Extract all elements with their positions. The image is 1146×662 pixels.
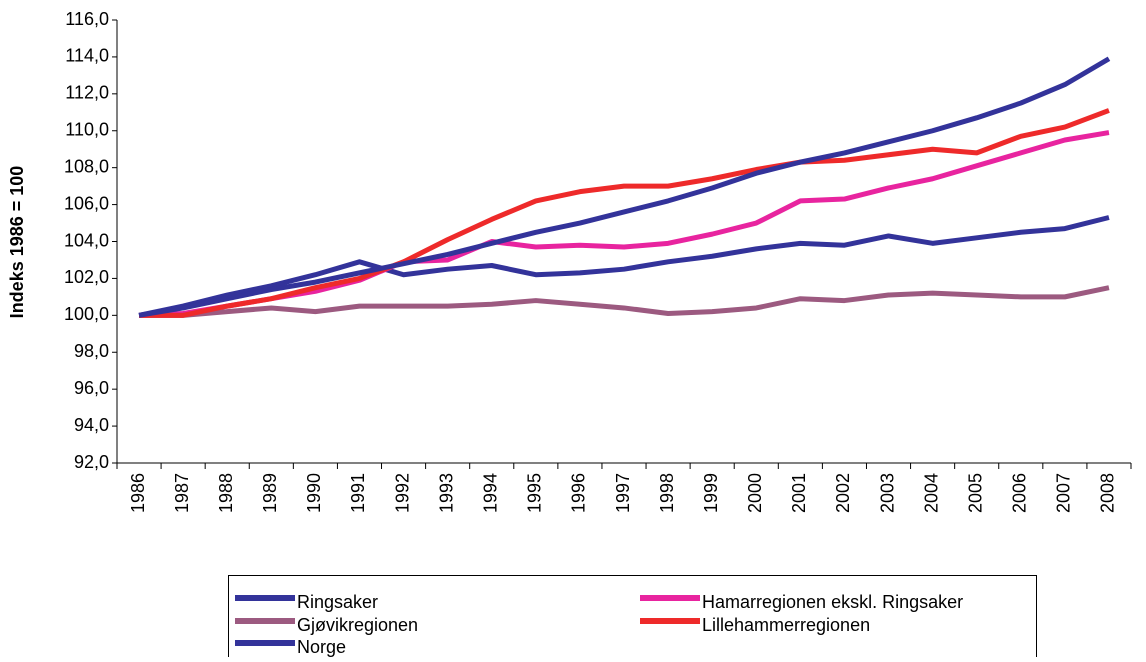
x-tick-label: 2003 [877,473,897,513]
x-tick-label: 1995 [525,473,545,513]
y-tick-label: 98,0 [74,341,109,361]
y-tick-label: 104,0 [64,230,109,250]
legend-label: Hamarregionen ekskl. Ringsaker [702,592,963,612]
x-tick-label: 1986 [128,473,148,513]
x-tick-label: 1996 [569,473,589,513]
y-axis-label: Indeks 1986 = 100 [7,166,27,319]
y-tick-label: 114,0 [65,46,109,66]
y-tick-label: 92,0 [74,452,109,472]
y-tick-label: 108,0 [64,156,109,176]
y-tick-label: 110,0 [65,120,109,140]
x-tick-label: 1992 [392,473,412,513]
y-tick-label: 94,0 [74,415,109,435]
x-tick-label: 2007 [1054,473,1074,513]
x-tick-label: 2004 [921,473,941,513]
x-tick-label: 2008 [1098,473,1118,513]
series-line [138,56,1111,318]
x-tick-label: 2002 [833,473,853,513]
x-tick-label: 2005 [965,473,985,513]
x-tick-label: 1994 [480,473,500,513]
x-tick-label: 1988 [216,473,236,513]
legend-label: Norge [297,637,346,657]
x-tick-label: 2001 [789,473,809,513]
x-tick-label: 1997 [613,473,633,513]
y-tick-label: 96,0 [74,378,109,398]
x-tick-label: 1999 [701,473,721,513]
x-tick-label: 2000 [745,473,765,513]
x-tick-label: 2006 [1010,473,1030,513]
x-tick-label: 1987 [172,473,192,513]
x-tick-label: 1998 [657,473,677,513]
legend-label: Ringsaker [297,592,378,612]
x-tick-label: 1993 [436,473,456,513]
series-line [139,285,1110,318]
series-line [138,215,1110,318]
y-tick-label: 106,0 [64,193,109,213]
series-line [139,108,1110,318]
y-tick-label: 112,0 [65,83,109,103]
x-tick-label: 1989 [260,473,280,513]
y-tick-label: 102,0 [64,267,109,287]
x-tick-label: 1990 [304,473,324,513]
legend-label: Lillehammerregionen [702,615,870,635]
y-tick-label: 100,0 [64,304,109,324]
legend-label: Gjøvikregionen [297,615,418,635]
legend-box [228,575,1037,662]
y-tick-label: 116,0 [65,9,109,29]
x-tick-label: 1991 [348,473,368,513]
